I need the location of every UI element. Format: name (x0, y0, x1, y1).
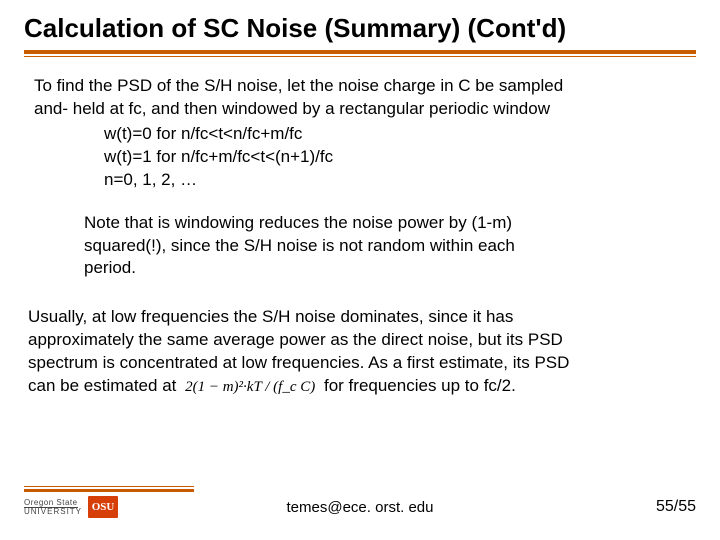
org-text: Oregon State UNIVERSITY (24, 499, 82, 516)
p1-line2: and- held at fc, and then windowed by a … (34, 99, 550, 118)
footer-rule-thin (24, 486, 194, 487)
p3-line2: approximately the same average power as … (28, 330, 563, 349)
footer-email: temes@ece. orst. edu (287, 499, 434, 516)
title-rule-thick (24, 50, 696, 54)
slide-body: To find the PSD of the S/H noise, let th… (24, 75, 696, 398)
p3-line1: Usually, at low frequencies the S/H nois… (28, 307, 513, 326)
p3-line3: spectrum is concentrated at low frequenc… (28, 353, 569, 372)
slide-title: Calculation of SC Noise (Summary) (Cont'… (24, 14, 696, 44)
title-rule-thin (24, 56, 696, 57)
footer: Oregon State UNIVERSITY 55/55 temes@ece.… (0, 486, 720, 526)
p2-line2: squared(!), since the S/H noise is not r… (84, 236, 515, 255)
org-line2: UNIVERSITY (24, 507, 82, 516)
page-number: 55/55 (656, 498, 696, 516)
w-line-3: n=0, 1, 2, … (104, 169, 696, 192)
window-def: w(t)=0 for n/fc<t<n/fc+m/fc w(t)=1 for n… (104, 123, 696, 192)
p2-line3: period. (84, 258, 136, 277)
p3-line4a: can be estimated at (28, 376, 181, 395)
paragraph-1: To find the PSD of the S/H noise, let th… (34, 75, 686, 121)
formula-inline: 2(1 − m)²·kT / (f_c C) (181, 377, 319, 397)
p1-line1: To find the PSD of the S/H noise, let th… (34, 76, 563, 95)
p3-line4b: for frequencies up to fc/2. (324, 376, 516, 395)
org-logo: Oregon State UNIVERSITY (24, 496, 118, 518)
paragraph-3: Usually, at low frequencies the S/H nois… (28, 306, 696, 398)
slide: Calculation of SC Noise (Summary) (Cont'… (0, 0, 720, 540)
w-line-2: w(t)=1 for n/fc+m/fc<t<(n+1)/fc (104, 146, 696, 169)
w-line-1: w(t)=0 for n/fc<t<n/fc+m/fc (104, 123, 696, 146)
footer-rule-thick (24, 489, 194, 492)
osu-badge-icon (88, 496, 118, 518)
paragraph-2: Note that is windowing reduces the noise… (84, 212, 686, 281)
p2-line1: Note that is windowing reduces the noise… (84, 213, 512, 232)
